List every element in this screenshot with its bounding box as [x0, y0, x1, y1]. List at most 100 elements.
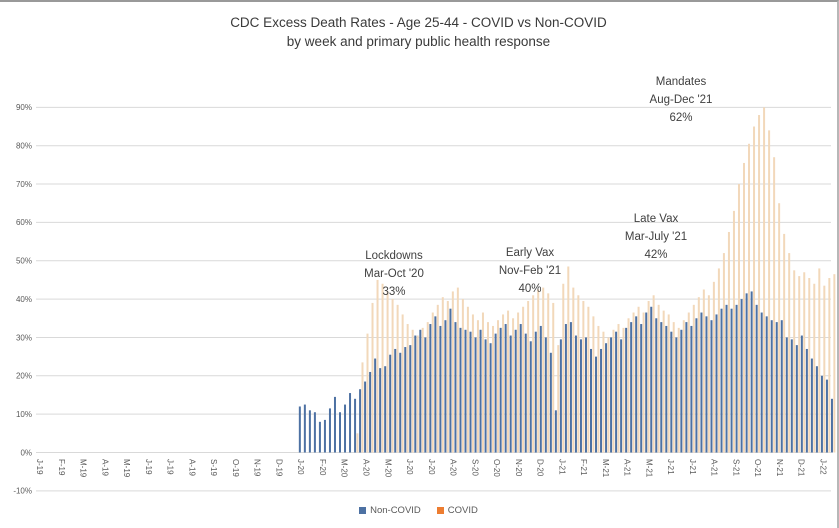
y-axis-label: 20% [16, 372, 32, 381]
noncovid-bar [549, 352, 552, 453]
annotation-line: Lockdowns [365, 250, 423, 262]
x-axis-label: D-21 [797, 459, 806, 477]
x-axis-label: D-19 [274, 459, 283, 477]
noncovid-bar [328, 408, 331, 453]
covid-bar [492, 325, 494, 453]
noncovid-bar [554, 410, 557, 453]
x-axis-label: M-20 [340, 459, 349, 478]
covid-bar [532, 295, 535, 453]
covid-bar [562, 283, 565, 453]
covid-bar [421, 327, 424, 453]
covid-bar [527, 301, 530, 453]
noncovid-bar [710, 320, 713, 453]
noncovid-bar [354, 398, 357, 453]
covid-bar [823, 285, 826, 453]
noncovid-bar [504, 324, 507, 453]
annotation-line: Mandates [655, 76, 707, 88]
covid-bar [622, 327, 625, 453]
x-axis-label: M-21 [601, 459, 610, 478]
covid-bar [537, 289, 540, 453]
legend-label-noncovid: Non-COVID [370, 505, 421, 516]
legend-swatch-covid [436, 507, 444, 514]
y-axis-label: 40% [16, 295, 32, 304]
noncovid-bar [539, 325, 542, 453]
covid-bar [547, 293, 550, 453]
noncovid-bar [369, 371, 372, 453]
noncovid-bar [610, 337, 613, 453]
covid-bar [431, 312, 434, 453]
noncovid-bar [479, 329, 482, 453]
covid-bar [743, 162, 745, 453]
noncovid-bar [735, 304, 738, 453]
covid-bar [808, 278, 811, 453]
noncovid-bar [384, 366, 387, 453]
noncovid-bar [434, 316, 437, 453]
x-axis-label: O-20 [492, 459, 501, 477]
noncovid-bar [509, 335, 512, 453]
noncovid-bar [359, 389, 362, 453]
noncovid-bar [765, 316, 768, 453]
y-axis-label: 30% [16, 333, 32, 342]
x-axis-label: J-20 [405, 459, 414, 475]
covid-bar [512, 318, 515, 453]
noncovid-bar [770, 320, 773, 453]
y-axis-label: 50% [16, 257, 32, 266]
x-axis-label: O-21 [753, 459, 762, 477]
noncovid-bar [680, 329, 683, 453]
covid-bar [396, 304, 399, 453]
covid-bar [411, 329, 414, 453]
x-axis-label: A-20 [449, 459, 458, 476]
covid-bar [828, 278, 831, 453]
noncovid-bar [825, 379, 828, 453]
noncovid-bar [795, 345, 798, 453]
noncovid-bar [625, 327, 628, 453]
covid-bar [602, 331, 605, 453]
x-axis-label: S-20 [470, 459, 479, 476]
x-axis-label: A-19 [187, 459, 196, 476]
covid-bar [687, 312, 690, 453]
x-axis-label: S-19 [209, 459, 218, 476]
noncovid-bar [730, 308, 733, 453]
covid-bar [737, 184, 740, 453]
covid-bar [677, 327, 680, 453]
x-axis-label: F-21 [579, 459, 588, 476]
annotation-line: 42% [644, 249, 668, 261]
noncovid-bar [389, 354, 392, 453]
noncovid-bar [444, 320, 447, 453]
annotation-line: Aug-Dec '21 [649, 94, 713, 106]
noncovid-bar [339, 412, 341, 453]
noncovid-bar [323, 419, 326, 453]
noncovid-bar [489, 343, 492, 453]
annotation-line: Late Vax [633, 213, 679, 225]
noncovid-bar [820, 375, 823, 453]
noncovid-bar [655, 318, 658, 453]
noncovid-bar [333, 396, 336, 453]
noncovid-bar [690, 325, 693, 453]
noncovid-bar [459, 327, 462, 453]
covid-bar [632, 312, 635, 453]
annotation-line: Mar-July '21 [624, 231, 688, 243]
noncovid-bar [414, 335, 417, 453]
x-axis-label: A-20 [361, 459, 370, 476]
covid-bar [793, 270, 796, 453]
noncovid-bar [298, 406, 301, 453]
covid-bar [567, 266, 570, 453]
covid-bar [682, 320, 685, 453]
noncovid-bar [750, 291, 753, 453]
covid-bar [717, 268, 720, 453]
x-axis-label: M-20 [383, 459, 392, 478]
noncovid-bar [665, 325, 668, 453]
covid-bar [366, 333, 369, 453]
y-axis-label: 80% [16, 142, 32, 151]
covid-bar [381, 283, 384, 453]
covid-bar [502, 314, 505, 453]
covid-bar [592, 316, 595, 453]
covid-bar [597, 325, 600, 453]
x-axis-label: J-19 [166, 459, 175, 475]
x-axis-label: J-21 [666, 459, 675, 475]
covid-bar [813, 283, 816, 453]
annotation-line: 40% [518, 283, 542, 295]
legend: Non-COVID COVID [0, 505, 837, 516]
covid-bar [391, 299, 394, 453]
y-axis-label: 60% [16, 218, 32, 227]
